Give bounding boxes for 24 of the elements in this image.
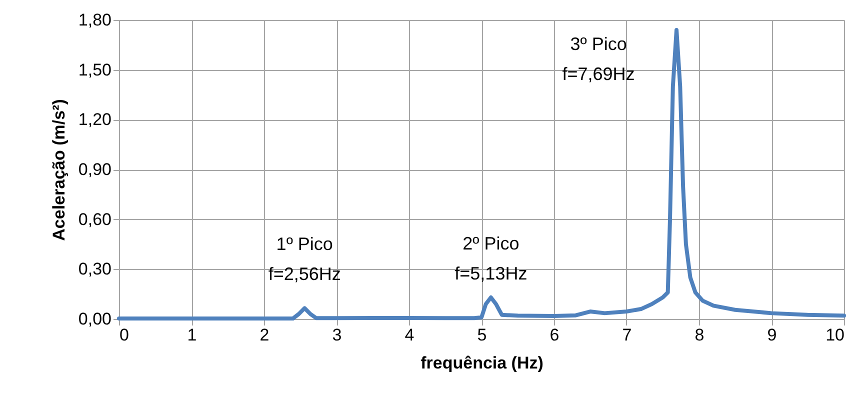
x-tick-label: 1 bbox=[187, 326, 197, 344]
x-tick-label: 4 bbox=[404, 326, 414, 344]
x-axis-title: frequência (Hz) bbox=[420, 354, 544, 372]
x-tick-label: 0 bbox=[120, 326, 129, 344]
y-tick-label: 0,60 bbox=[78, 210, 112, 229]
y-tick-label: 1,50 bbox=[78, 60, 112, 80]
annotation: 3º Pico f=7,69Hz bbox=[562, 34, 635, 84]
x-tick-label: 8 bbox=[694, 326, 704, 344]
x-tick-label: 3 bbox=[332, 326, 342, 344]
annotation: 1º Pico f=2,56Hz bbox=[268, 234, 341, 284]
x-tick-label: 10 bbox=[826, 326, 844, 344]
x-tick-label: 5 bbox=[477, 326, 487, 344]
y-tick-label: 0,00 bbox=[78, 310, 112, 328]
x-tick-label: 2 bbox=[260, 326, 270, 344]
x-tick-label: 9 bbox=[767, 326, 777, 344]
y-axis-title: Aceleração (m/s²) bbox=[49, 99, 68, 241]
line-series bbox=[117, 28, 846, 320]
y-tick-label: 1,80 bbox=[78, 10, 112, 30]
y-tick-label: 0,90 bbox=[78, 160, 112, 179]
y-tick-label: 1,20 bbox=[78, 110, 112, 130]
annotation: 2º Pico f=5,13Hz bbox=[454, 233, 528, 284]
x-tick-label: 7 bbox=[622, 326, 632, 344]
x-tick-label: 6 bbox=[550, 326, 560, 344]
y-tick-label: 0,30 bbox=[78, 260, 112, 279]
